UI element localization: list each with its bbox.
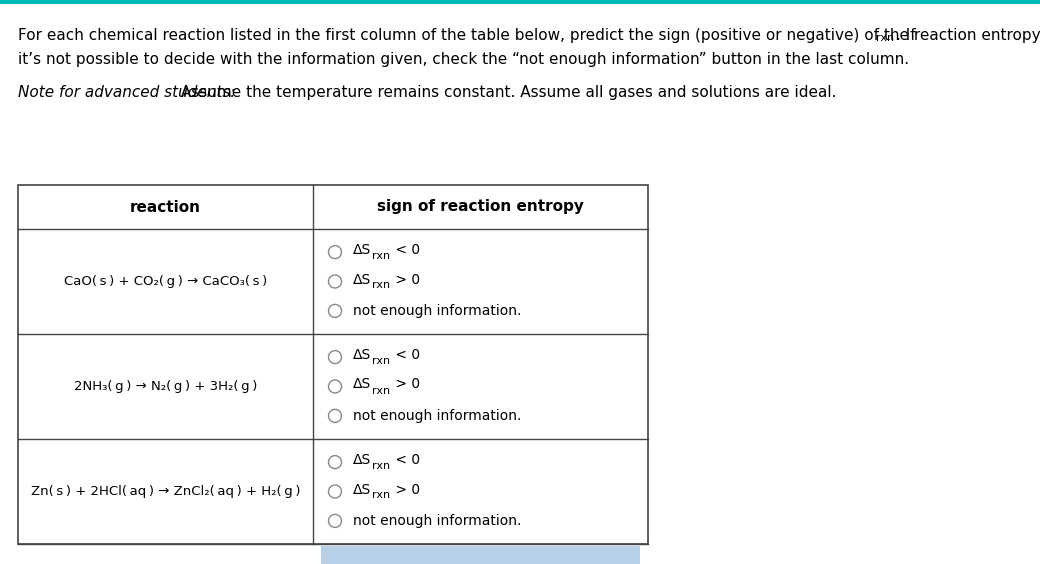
Text: not enough information.: not enough information.: [353, 514, 521, 528]
Text: not enough information.: not enough information.: [353, 304, 521, 318]
Text: ΔS: ΔS: [353, 482, 371, 496]
Bar: [0, 0, 1040, 4]
Text: Assume the temperature remains constant. Assume all gases and solutions are idea: Assume the temperature remains constant.…: [176, 85, 836, 100]
Text: rxn: rxn: [372, 280, 390, 290]
Text: rxn: rxn: [372, 491, 390, 500]
Text: 2NH₃( g ) → N₂( g ) + 3H₂( g ): 2NH₃( g ) → N₂( g ) + 3H₂( g ): [74, 380, 257, 393]
Text: > 0: > 0: [391, 482, 420, 496]
Text: > 0: > 0: [391, 272, 420, 287]
Text: ΔS: ΔS: [353, 348, 371, 362]
Text: ΔS: ΔS: [353, 243, 371, 257]
Text: ΔS: ΔS: [353, 453, 371, 467]
Text: rxn: rxn: [372, 386, 390, 395]
Text: . If: . If: [896, 28, 915, 43]
Text: > 0: > 0: [391, 377, 420, 391]
Text: sign of reaction entropy: sign of reaction entropy: [378, 200, 583, 214]
Text: ΔS: ΔS: [353, 377, 371, 391]
Text: rxn: rxn: [372, 356, 390, 366]
Text: rxn: rxn: [372, 251, 390, 261]
Text: rxn: rxn: [876, 33, 894, 43]
Bar: [18, 185, 648, 544]
Text: ΔS: ΔS: [353, 272, 371, 287]
Text: < 0: < 0: [391, 453, 420, 467]
Text: < 0: < 0: [391, 243, 420, 257]
Text: Note for advanced students:: Note for advanced students:: [18, 85, 235, 100]
Text: < 0: < 0: [391, 348, 420, 362]
Text: CaO( s ) + CO₂( g ) → CaCO₃( s ): CaO( s ) + CO₂( g ) → CaCO₃( s ): [63, 275, 267, 288]
Text: For each chemical reaction listed in the first column of the table below, predic: For each chemical reaction listed in the…: [18, 28, 1040, 43]
Text: Zn( s ) + 2HCl( aq ) → ZnCl₂( aq ) + H₂( g ): Zn( s ) + 2HCl( aq ) → ZnCl₂( aq ) + H₂(…: [31, 485, 301, 498]
Text: rxn: rxn: [372, 461, 390, 471]
Bar: [321, 546, 640, 564]
Text: it’s not possible to decide with the information given, check the “not enough in: it’s not possible to decide with the inf…: [18, 52, 909, 67]
Text: reaction: reaction: [130, 200, 201, 214]
Text: not enough information.: not enough information.: [353, 409, 521, 423]
